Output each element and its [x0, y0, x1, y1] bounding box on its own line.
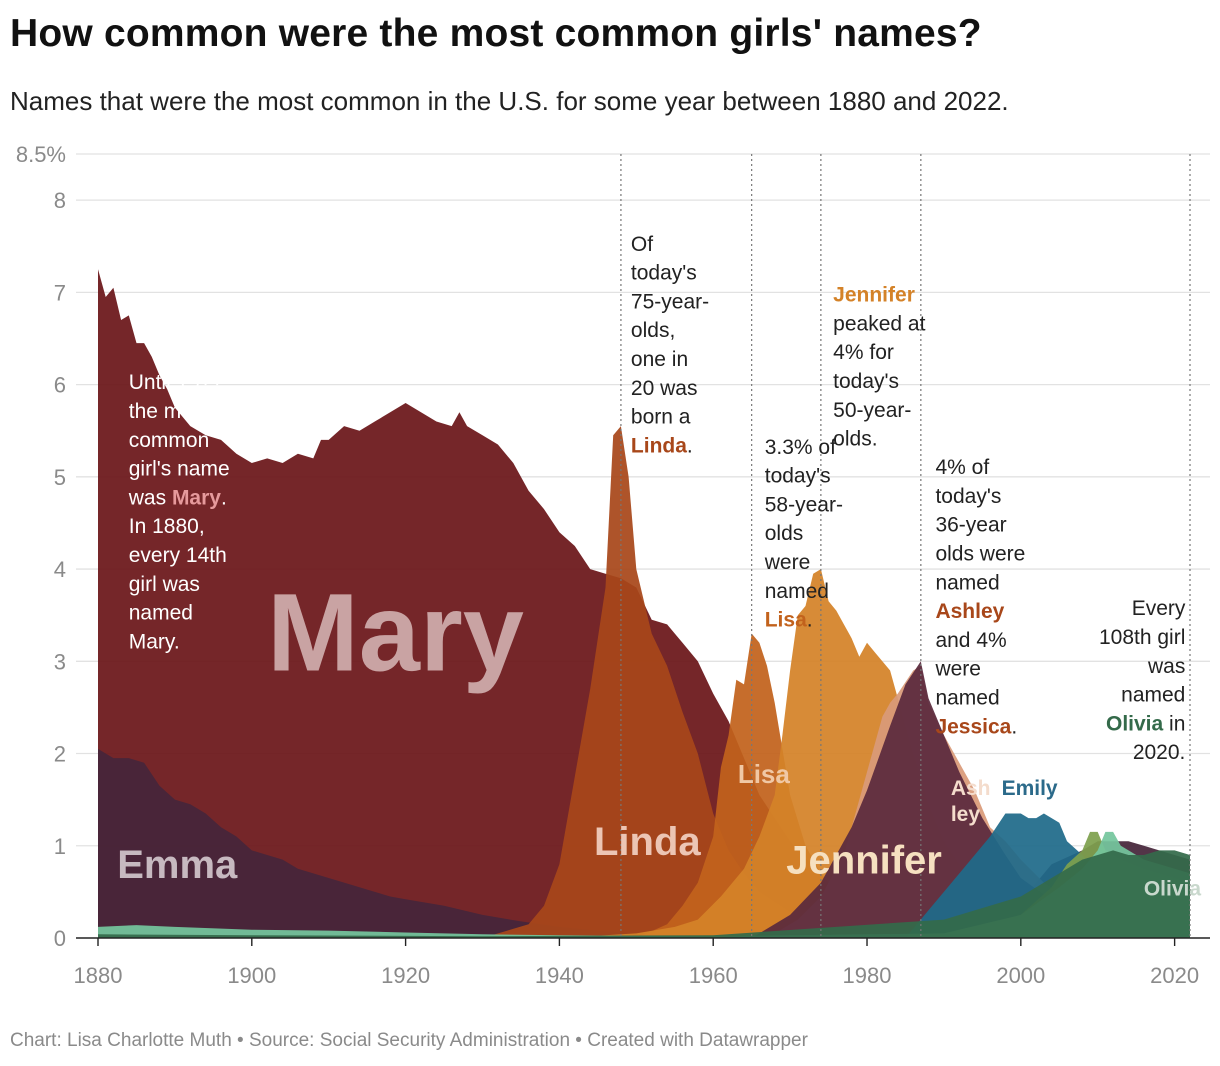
annotation-line: were	[764, 551, 811, 574]
annotation-line: named	[935, 686, 999, 709]
y-tick-label: 6	[54, 373, 66, 398]
annotation-line: Of	[631, 233, 653, 256]
chart-title: How common were the most common girls' n…	[10, 12, 982, 55]
annotation-line: named	[129, 602, 193, 625]
chart-subtitle: Names that were the most common in the U…	[10, 86, 1009, 116]
x-tick-label: 1880	[74, 963, 123, 988]
annotation-line: 58-year-	[765, 493, 843, 516]
area-lisa	[636, 633, 1021, 938]
annotation-line: every 14th	[129, 544, 227, 567]
annotation-line: olds were	[935, 542, 1025, 565]
annotation-line: 75-year-	[631, 290, 709, 313]
annotation-line: Linda.	[631, 434, 693, 457]
annotation-line: today's	[833, 370, 899, 393]
annotation-line: Jennifer	[833, 284, 915, 307]
annotation-line: Ashley	[935, 600, 1004, 623]
annotation-line: common	[129, 429, 210, 452]
y-tick-label: 0	[54, 926, 66, 951]
series-label-ley: ley	[951, 803, 981, 826]
y-tick-label: 7	[54, 280, 66, 305]
annotation-line: named	[765, 580, 829, 603]
annotation-lisa-note: 3.3% of today's 58-year-olds were named Lisa.	[764, 436, 843, 632]
series-label-mary: Mary	[267, 572, 524, 695]
annotation-line: peaked at	[833, 312, 925, 335]
series-label-linda: Linda	[594, 820, 701, 864]
annotation-line: were	[934, 658, 981, 681]
annotation-line: 20 was	[631, 377, 698, 400]
annotation-line: olds,	[631, 319, 675, 342]
x-tick-label: 2020	[1150, 963, 1199, 988]
x-tick-label: 1940	[535, 963, 584, 988]
annotation-line: 4% for	[833, 341, 894, 364]
x-tick-label: 1900	[227, 963, 276, 988]
annotation-line: 50-year-	[833, 399, 911, 422]
area-olivia	[98, 850, 1190, 938]
series-label-ash: Ash	[951, 777, 991, 800]
annotation-ashley-note: 4% of today's 36-year olds were named Ashley a…	[934, 456, 1025, 738]
annotation-line: Jessica.	[935, 715, 1017, 738]
annotation-line: today's	[765, 465, 831, 488]
annotation-line: 4% of	[935, 456, 989, 479]
x-tick-label: 2000	[996, 963, 1045, 988]
y-tick-label: 3	[54, 649, 66, 674]
x-tick-label: 1980	[843, 963, 892, 988]
series-label-emily: Emily	[1002, 777, 1058, 800]
area-jessica	[751, 661, 1190, 938]
annotation-line: named	[935, 571, 999, 594]
chart-footer: Chart: Lisa Charlotte Muth • Source: Soc…	[10, 1030, 808, 1051]
annotation-line: girl's name	[129, 458, 230, 481]
annotation-line: today's	[631, 262, 697, 285]
annotation-line: 3.3% of	[765, 436, 836, 459]
y-tick-label-top: 8.5%	[16, 142, 66, 167]
x-axis-tick-labels: 1880 1900 1920 1940 1960 1980 2000 2020	[74, 938, 1199, 988]
annotation-line: girl was	[129, 573, 200, 596]
reference-lines	[620, 154, 1191, 938]
annotation-line: the most	[129, 400, 210, 423]
annotation-line: 108th girl	[1099, 626, 1185, 649]
annotation-line: today's	[935, 485, 1001, 508]
annotation-line: born a	[631, 406, 691, 429]
x-tick-label: 1920	[381, 963, 430, 988]
area-series	[98, 269, 1190, 938]
series-label-olivia: Olivia	[1144, 878, 1202, 901]
annotation-line: Every	[1132, 597, 1186, 620]
annotation-line: and 4%	[935, 629, 1006, 652]
series-labels: MaryEmmaLindaLisaJenniferAshleyEmilyOliv…	[117, 572, 1201, 901]
annotation-line: olds	[765, 522, 804, 545]
annotation-line: Until 19??	[129, 371, 224, 394]
annotation-olivia-note: Every 108th girl was named Olivia in 2020.	[1099, 597, 1186, 764]
annotation-line: Lisa.	[765, 609, 813, 632]
annotation-line: named	[1121, 684, 1185, 707]
series-label-jennifer: Jennifer	[786, 838, 942, 882]
annotation-line: olds.	[833, 428, 877, 451]
annotation-line: 2020.	[1133, 741, 1186, 764]
annotation-line: was	[1147, 655, 1185, 678]
x-tick-label: 1960	[689, 963, 738, 988]
y-axis-tick-labels: 0 1 2 3 4 5 6 7 8 8.5%	[16, 142, 66, 951]
annotation-line: was Mary.	[128, 486, 227, 509]
y-tick-label: 1	[54, 834, 66, 859]
y-tick-label: 8	[54, 188, 66, 213]
annotation-linda-note: Of today's 75-year-olds, one in 20 was born a…	[631, 233, 709, 458]
annotation-mary-note: Until 19?? the most common girl's name was M…	[128, 371, 230, 653]
series-label-lisa: Lisa	[738, 759, 791, 789]
annotation-jennifer-note: Jennifer peaked at 4% for today's 50-year-ol…	[833, 284, 925, 451]
y-tick-label: 4	[54, 557, 66, 582]
annotation-line: 36-year	[935, 514, 1006, 537]
y-tick-label: 5	[54, 465, 66, 490]
annotation-line: Olivia in	[1106, 712, 1185, 735]
series-label-emma: Emma	[117, 843, 238, 887]
annotations: Until 19?? the most common girl's name was M…	[128, 233, 1186, 764]
annotation-line: one in	[631, 348, 688, 371]
y-tick-label: 2	[54, 742, 66, 767]
area-linda	[482, 426, 1021, 938]
annotation-line: Mary.	[129, 630, 180, 653]
annotation-line: In 1880,	[129, 515, 205, 538]
